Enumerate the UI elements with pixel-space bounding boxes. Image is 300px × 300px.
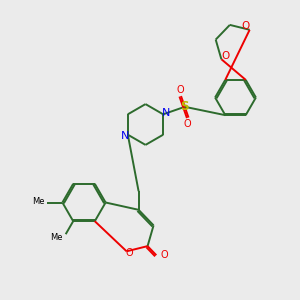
Text: O: O [184, 118, 191, 129]
Text: N: N [161, 108, 170, 118]
Text: O: O [160, 250, 168, 260]
Text: O: O [241, 21, 249, 31]
Text: O: O [176, 85, 184, 95]
Text: O: O [222, 51, 230, 61]
Text: Me: Me [32, 197, 45, 206]
Text: O: O [125, 248, 133, 258]
Text: Me: Me [50, 233, 63, 242]
Text: S: S [181, 100, 189, 113]
Text: N: N [121, 131, 130, 141]
